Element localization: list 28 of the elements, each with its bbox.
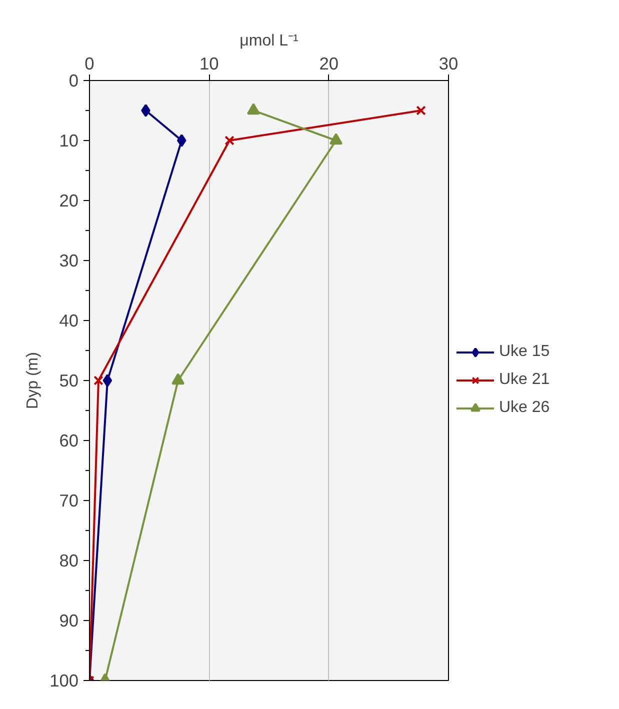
y-tick-label: 50 (59, 370, 79, 390)
point (172, 373, 185, 385)
legend-label: Uke 21 (499, 371, 551, 389)
y-tick-label: 90 (59, 610, 79, 630)
x-tick-label: 10 (200, 54, 219, 74)
y-tick-label: 20 (59, 190, 79, 210)
y-tick-label: 60 (59, 430, 79, 450)
y-tick-label: 40 (59, 310, 79, 330)
y-tick-label: 70 (59, 490, 79, 510)
legend-label: Uke 15 (499, 343, 551, 361)
y-axis-title: Dyp (m) (24, 352, 42, 409)
point (176, 134, 186, 147)
y-tick-label: 80 (59, 550, 79, 570)
x-tick-label: 30 (438, 54, 458, 74)
point (102, 374, 112, 387)
point (330, 133, 343, 145)
x-tick-label: 20 (319, 54, 338, 74)
x-tick-label: 0 (84, 54, 94, 74)
y-tick-label: 0 (68, 70, 79, 90)
y-tick-label: 100 (50, 670, 79, 690)
point (94, 376, 104, 386)
point (416, 106, 426, 116)
y-tick-label: 30 (59, 250, 79, 270)
point (224, 136, 234, 146)
point (141, 104, 150, 117)
x-axis-title: μmol L⁻¹ (240, 32, 298, 50)
legend-label: Uke 26 (499, 399, 551, 417)
y-tick-label: 10 (59, 130, 79, 150)
